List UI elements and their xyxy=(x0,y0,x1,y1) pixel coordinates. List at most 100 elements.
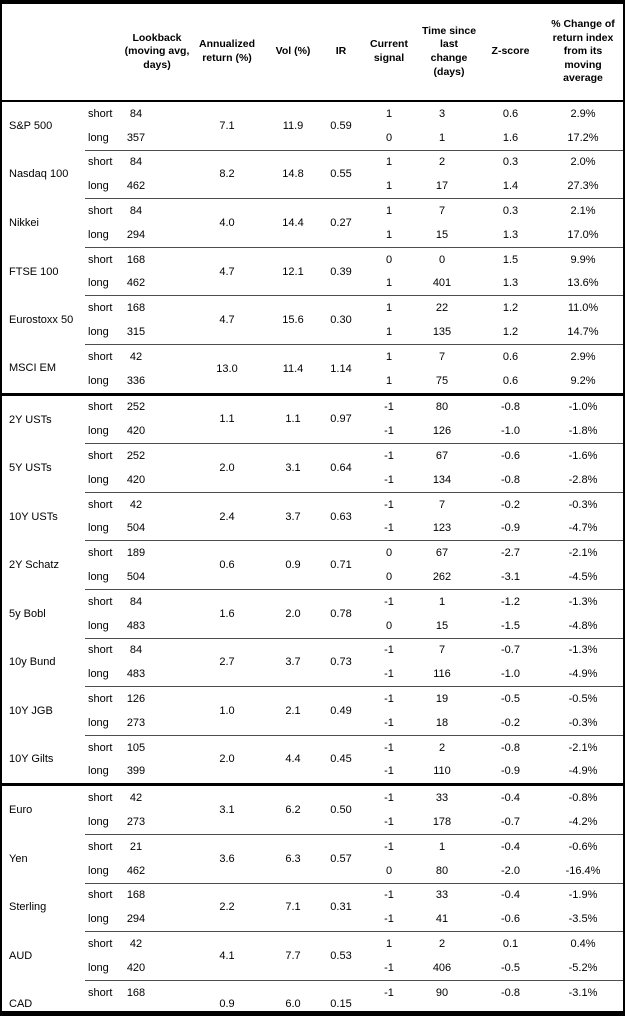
row-type-label: short xyxy=(85,491,122,517)
header-row: Lookback (moving avg, days) Annualized r… xyxy=(2,4,623,102)
time-since-value: 67 xyxy=(420,443,478,468)
time-since-value: 7 xyxy=(420,198,478,223)
signal-value: 0 xyxy=(385,570,393,583)
signal-value: -1 xyxy=(358,637,420,663)
ir-value: 0.50 xyxy=(324,783,358,835)
asset-row-long: long 483 -1 116 -1.0 -4.9% xyxy=(2,662,623,686)
asset-name: Yen xyxy=(9,852,28,865)
signal-value: 1 xyxy=(358,149,420,175)
pct-change-value: -4.9% xyxy=(568,668,598,681)
annualized-return-value: 8.2 xyxy=(192,149,262,199)
zscore-value: -0.2 xyxy=(478,491,543,517)
asset-row-long: long 357 0 1 1.6 17.2% xyxy=(2,126,623,150)
zscore-value: 0.6 xyxy=(502,107,519,120)
zscore-value: 1.3 xyxy=(502,277,519,290)
zscore-value: -3.1 xyxy=(501,570,520,583)
ir-value: 0.63 xyxy=(324,491,358,541)
column-header-ir: IR xyxy=(324,4,358,102)
row-type-label: short xyxy=(85,979,122,1005)
row-type-label: long xyxy=(88,277,109,290)
signal-value: 0 xyxy=(385,864,393,877)
signal-value: -1 xyxy=(358,443,420,468)
column-header-row-type xyxy=(85,4,122,102)
time-since-value: 134 xyxy=(432,473,452,486)
signal-value: -1 xyxy=(358,833,420,859)
vol-value: 1.1 xyxy=(262,392,324,444)
asset-row-short: CAD short 168 0.9 6.0 0.15 -1 90 -0.8 -3.1% xyxy=(2,979,623,1011)
row-type-label: short xyxy=(85,637,122,663)
pct-change-value: 13.6% xyxy=(567,277,599,290)
row-type-label: short xyxy=(85,198,122,223)
vol-value: 3.1 xyxy=(262,443,324,493)
row-type-label: short xyxy=(85,246,122,272)
pct-change-value: -0.5% xyxy=(543,686,623,711)
lookback-value: 84 xyxy=(129,107,143,120)
time-since-value: 15 xyxy=(435,619,449,632)
pct-change-value: -0.3% xyxy=(568,716,598,729)
zscore-value: -0.8 xyxy=(478,392,543,420)
lookback-value: 42 xyxy=(122,783,192,811)
signal-value: -1 xyxy=(358,979,420,1005)
row-type-label: long xyxy=(88,619,109,632)
zscore-value: -0.4 xyxy=(478,882,543,908)
time-since-value: 116 xyxy=(433,668,451,681)
asset-row-short: FTSE 100 short 168 4.7 12.1 0.39 0 0 1.5 9.9% xyxy=(2,246,623,296)
signal-value: -1 xyxy=(384,668,394,681)
lookback-value: 315 xyxy=(126,326,146,339)
row-type-label: long xyxy=(88,716,109,729)
time-since-value: 90 xyxy=(420,979,478,1005)
pct-change-value: -1.6% xyxy=(543,443,623,468)
asset-row-short: 2Y Schatz short 189 0.6 0.9 0.71 0 67 -2.7 -2.1% xyxy=(2,540,623,590)
pct-change-value: 2.9% xyxy=(543,343,623,369)
row-type-label: long xyxy=(88,473,109,486)
vol-value: 7.1 xyxy=(262,882,324,932)
zscore-value: -1.0 xyxy=(501,668,520,681)
pct-change-value: -1.8% xyxy=(568,425,598,438)
signal-value: 0 xyxy=(385,619,393,632)
lookback-value: 462 xyxy=(126,180,146,193)
asset-name: Sterling xyxy=(9,901,47,914)
row-type-label: short xyxy=(85,686,122,711)
asset-name: 10Y JGB xyxy=(9,704,53,717)
asset-row-short: AUD short 42 4.1 7.7 0.53 1 2 0.1 0.4% xyxy=(2,931,623,981)
row-type-label: short xyxy=(85,931,122,956)
vol-value: 3.7 xyxy=(262,491,324,541)
signal-value: -1 xyxy=(384,765,394,778)
lookback-value: 84 xyxy=(122,637,192,663)
zscore-value: 1.2 xyxy=(478,295,543,321)
asset-row-long: long 336 1 75 0.6 9.2% xyxy=(2,369,623,394)
asset-row-long: long 420 -1 406 -0.5 -5.2% xyxy=(2,956,623,980)
signal-value: -1 xyxy=(384,961,394,974)
zscore-value: -0.4 xyxy=(478,833,543,859)
signal-value: -1 xyxy=(384,913,394,926)
lookback-value: 504 xyxy=(122,1004,192,1011)
asset-name: 2Y USTs xyxy=(2,392,85,444)
annualized-return-value: 0.9 xyxy=(192,979,262,1011)
pct-change-value: -1.9% xyxy=(543,882,623,908)
zscore-value: -1.5 xyxy=(501,619,520,632)
asset-row-short: MSCI EM short 42 13.0 11.4 1.14 1 7 0.6 2.9% xyxy=(2,343,623,395)
signal-value: -1 xyxy=(358,392,420,420)
zscore-value: 1.4 xyxy=(502,180,519,193)
time-since-value: 22 xyxy=(420,295,478,321)
column-header-asset xyxy=(2,4,85,102)
time-since-value: 67 xyxy=(420,540,478,566)
pct-change-value: 0.4% xyxy=(543,931,623,956)
lookback-value: 504 xyxy=(126,522,146,535)
row-type-label: long xyxy=(88,180,109,193)
lookback-value: 462 xyxy=(126,864,146,877)
lookback-value: 420 xyxy=(126,425,146,438)
zscore-value: -0.8 xyxy=(478,979,543,1005)
annualized-return-value: 2.4 xyxy=(192,491,262,541)
zscore-value: -0.2 xyxy=(501,716,520,729)
pct-change-value: -4.9% xyxy=(568,765,598,778)
signal-value: -1 xyxy=(384,815,394,828)
signal-value: 1 xyxy=(358,343,420,369)
vol-value: 6.0 xyxy=(262,979,324,1011)
asset-row-long: long 294 1 15 1.3 17.0% xyxy=(2,223,623,247)
pct-change-value: -2.1% xyxy=(543,540,623,566)
pct-change-value: 2.9% xyxy=(570,107,596,120)
zscore-value: -0.6 xyxy=(478,443,543,468)
pct-change-value: 11.0% xyxy=(543,295,623,321)
